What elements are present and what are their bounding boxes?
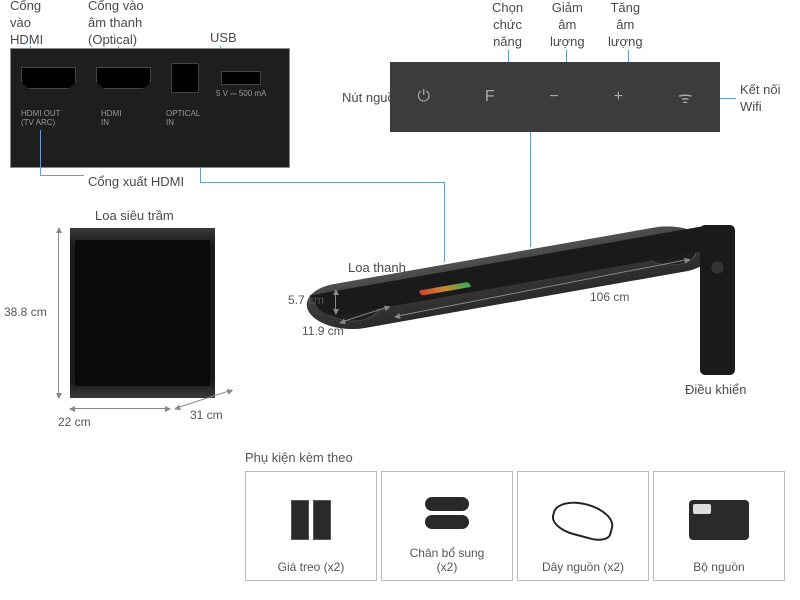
dim-sub-depth-text: 31 cm bbox=[190, 408, 223, 422]
dim-sub-width-text: 22 cm bbox=[58, 415, 91, 429]
callout-line bbox=[40, 175, 84, 176]
accessory-bracket: Giá treo (x2) bbox=[245, 471, 377, 581]
feet-icon bbox=[386, 480, 508, 546]
port-label-optical: OPTICAL IN bbox=[166, 109, 200, 127]
port-panel: 5 V ⎓ 500 mA HDMI OUT (TV ARC) HDMI IN O… bbox=[10, 48, 290, 168]
usb-port bbox=[221, 71, 261, 85]
label-usb: USB bbox=[210, 30, 237, 47]
label-optical-in: Cổng vào âm thanh (Optical) bbox=[88, 0, 144, 49]
subwoofer bbox=[70, 228, 215, 398]
callout-line bbox=[530, 132, 531, 247]
soundbar-led-icon bbox=[418, 282, 471, 296]
accessory-label: Dây nguồn (x2) bbox=[542, 560, 624, 574]
plus-icon: + bbox=[614, 88, 623, 106]
hdmi-out-port bbox=[21, 67, 76, 89]
accessory-cable: Dây nguồn (x2) bbox=[517, 471, 649, 581]
label-vol-up: Tăng âm lượng bbox=[608, 0, 643, 51]
callout-line bbox=[444, 182, 445, 262]
accessory-label: Bộ nguồn bbox=[693, 560, 744, 574]
callout-line bbox=[200, 168, 201, 182]
port-label-usb-spec: 5 V ⎓ 500 mA bbox=[216, 89, 266, 99]
cable-icon bbox=[522, 480, 644, 560]
dim-bar-length-text: 106 cm bbox=[590, 290, 629, 304]
label-vol-down: Giảm âm lượng bbox=[550, 0, 585, 51]
label-hdmi-out: Cổng xuất HDMI bbox=[88, 174, 184, 191]
dim-sub-width bbox=[70, 408, 170, 409]
port-label-hdmi-out: HDMI OUT (TV ARC) bbox=[21, 109, 61, 127]
bracket-icon bbox=[250, 480, 372, 560]
accessories-title: Phụ kiện kèm theo bbox=[245, 450, 790, 465]
dim-sub-height bbox=[58, 228, 59, 398]
function-icon: F bbox=[485, 88, 495, 106]
dim-sub-height-text: 38.8 cm bbox=[4, 305, 47, 319]
hdmi-in-port bbox=[96, 67, 151, 89]
psu-icon bbox=[658, 480, 780, 560]
label-function: Chọn chức năng bbox=[492, 0, 523, 51]
label-remote: Điều khiển bbox=[685, 382, 746, 399]
dim-bar-depth-text: 11.9 cm bbox=[302, 324, 344, 338]
wifi-icon: ᯤ bbox=[678, 86, 693, 108]
label-subwoofer: Loa siêu trầm bbox=[95, 208, 174, 225]
label-wifi: Kết nối Wifi bbox=[740, 82, 780, 116]
callout-line bbox=[200, 182, 445, 183]
port-label-hdmi-in: HDMI IN bbox=[101, 109, 121, 127]
accessory-psu: Bộ nguồn bbox=[653, 471, 785, 581]
accessories-section: Phụ kiện kèm theo Giá treo (x2) Chân bổ … bbox=[245, 450, 790, 581]
remote bbox=[700, 225, 735, 375]
accessory-label: Chân bổ sung (x2) bbox=[410, 546, 485, 574]
accessory-feet: Chân bổ sung (x2) bbox=[381, 471, 513, 581]
optical-port bbox=[171, 63, 199, 93]
control-panel: ⏻ F − + ᯤ bbox=[390, 62, 720, 132]
label-hdmi-in: Cổng vào HDMI bbox=[10, 0, 43, 49]
dim-bar-height bbox=[335, 290, 336, 314]
callout-line bbox=[40, 130, 41, 175]
dim-bar-height-text: 5.7 cm bbox=[288, 293, 324, 307]
minus-icon: − bbox=[550, 88, 559, 106]
accessory-label: Giá treo (x2) bbox=[278, 560, 345, 574]
accessories-row: Giá treo (x2) Chân bổ sung (x2) Dây nguồ… bbox=[245, 471, 790, 581]
power-icon: ⏻ bbox=[417, 88, 430, 106]
